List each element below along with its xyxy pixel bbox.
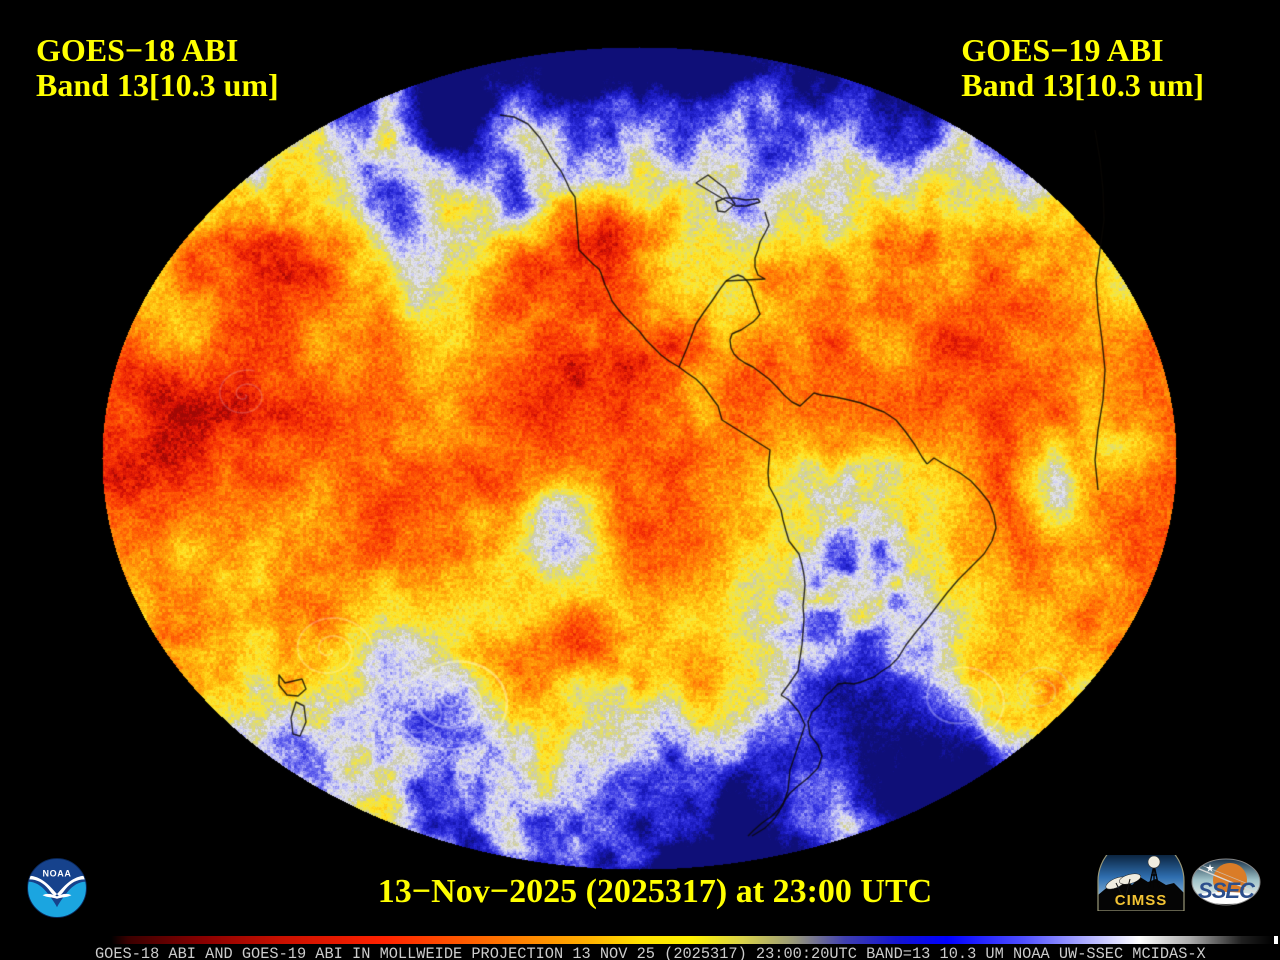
svg-text:SSEC: SSEC <box>1198 878 1256 903</box>
svg-text:NOAA: NOAA <box>43 869 72 879</box>
svg-text:CIMSS: CIMSS <box>1115 892 1168 909</box>
